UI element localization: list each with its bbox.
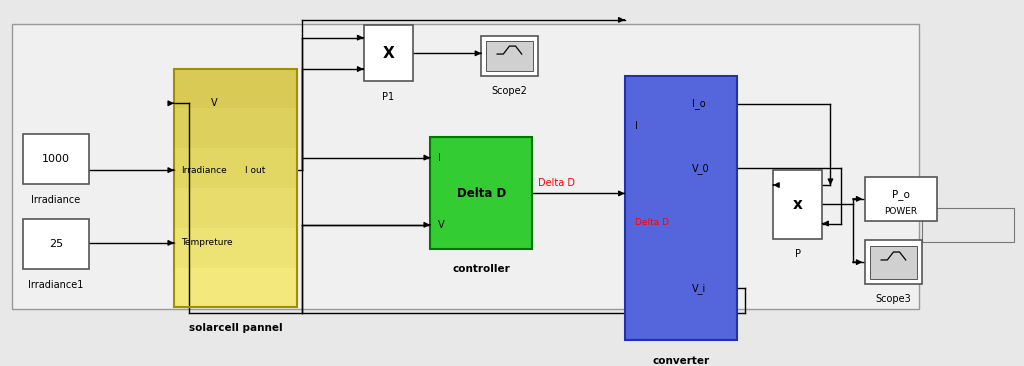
Bar bbox=[174, 69, 297, 108]
Text: 25: 25 bbox=[49, 239, 62, 249]
Text: V: V bbox=[438, 220, 444, 230]
Bar bbox=[12, 23, 919, 309]
Bar bbox=[174, 148, 297, 188]
Text: x: x bbox=[793, 197, 803, 212]
Text: V: V bbox=[211, 98, 217, 108]
Bar bbox=[174, 69, 297, 307]
Bar bbox=[174, 228, 297, 268]
Bar bbox=[485, 41, 534, 71]
Bar bbox=[364, 25, 413, 81]
Bar bbox=[625, 76, 737, 340]
Bar bbox=[773, 170, 822, 239]
Bar bbox=[174, 188, 297, 228]
Text: controller: controller bbox=[453, 264, 510, 274]
Bar bbox=[481, 36, 538, 76]
Bar bbox=[23, 134, 89, 184]
Text: P: P bbox=[795, 249, 801, 259]
Bar bbox=[23, 219, 89, 269]
Text: P1: P1 bbox=[382, 92, 394, 101]
Bar bbox=[174, 268, 297, 307]
Text: I: I bbox=[438, 153, 441, 163]
Text: Scope2: Scope2 bbox=[492, 86, 527, 96]
Text: V_i: V_i bbox=[692, 283, 707, 294]
Text: converter: converter bbox=[652, 356, 710, 366]
Text: Delta D: Delta D bbox=[538, 178, 574, 188]
Text: X: X bbox=[382, 46, 394, 61]
Text: I_o: I_o bbox=[692, 98, 706, 109]
Text: Delta D: Delta D bbox=[635, 218, 669, 227]
Bar bbox=[869, 246, 918, 279]
Text: Irradiance: Irradiance bbox=[31, 195, 81, 205]
Text: I: I bbox=[635, 121, 638, 131]
Bar bbox=[430, 137, 532, 250]
Text: Irradiance1: Irradiance1 bbox=[28, 280, 84, 290]
Text: Tempreture: Tempreture bbox=[181, 238, 233, 247]
Text: Scope3: Scope3 bbox=[876, 294, 911, 304]
Text: P_o: P_o bbox=[892, 189, 910, 200]
Bar bbox=[922, 208, 1014, 242]
Text: I out: I out bbox=[246, 166, 265, 175]
Text: solarcell pannel: solarcell pannel bbox=[188, 323, 283, 333]
Bar bbox=[865, 240, 922, 284]
Bar bbox=[174, 108, 297, 148]
Bar bbox=[865, 177, 937, 221]
Text: V_0: V_0 bbox=[692, 163, 710, 174]
Text: POWER: POWER bbox=[885, 208, 918, 216]
Text: Irradiance: Irradiance bbox=[181, 166, 227, 175]
Text: Delta D: Delta D bbox=[457, 187, 506, 200]
Text: 1000: 1000 bbox=[42, 154, 70, 164]
